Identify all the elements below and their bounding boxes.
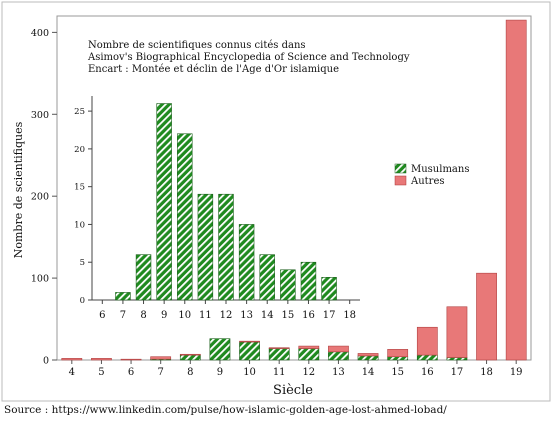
main-bar-musulmans xyxy=(328,351,349,361)
main-bar-musulmans xyxy=(416,354,438,361)
inset-bar-musulmans xyxy=(135,254,152,301)
inset-y-tick-label: 15 xyxy=(74,183,85,193)
main-x-tick-label: 9 xyxy=(217,367,223,378)
inset-bar-musulmans xyxy=(177,133,193,301)
inset-x-tick-label: 11 xyxy=(199,310,212,321)
chart-note-line-1: Nombre de scientifiques connus cités dan… xyxy=(88,40,306,51)
main-bar-musulmans xyxy=(209,338,231,361)
source-note: Source : https://www.linkedin.com/pulse/… xyxy=(4,404,447,416)
main-bar-autres xyxy=(505,19,527,361)
main-x-axis-label: Siècle xyxy=(273,383,313,398)
main-bar-autres xyxy=(268,347,290,349)
main-x-tick-label: 16 xyxy=(421,367,434,378)
inset-x-tick-label: 8 xyxy=(140,310,146,321)
inset-x-tick-label: 13 xyxy=(240,310,253,321)
chart-note-line-2: Asimov's Biographical Encyclopedia of Sc… xyxy=(87,52,410,63)
main-x-tick-label: 19 xyxy=(510,367,523,378)
main-bar-musulmans xyxy=(387,356,409,361)
inset-bar-musulmans xyxy=(218,193,234,301)
main-bar-musulmans xyxy=(357,355,379,361)
main-x-tick-label: 10 xyxy=(243,367,256,378)
main-y-tick-label: 100 xyxy=(31,274,49,285)
main-bar-musulmans xyxy=(446,357,468,361)
main-bar-musulmans xyxy=(298,348,320,361)
inset-bars xyxy=(115,103,337,301)
legend-swatch-musulmans xyxy=(394,163,407,174)
inset-x-tick-label: 9 xyxy=(161,310,167,321)
main-x-tick-label: 6 xyxy=(128,367,134,378)
main-x-tick-label: 12 xyxy=(302,367,315,378)
main-x-tick-label: 4 xyxy=(69,367,75,378)
main-x-tick-label: 5 xyxy=(98,367,104,378)
main-y-axis-label: Nombre de scientifiques xyxy=(12,121,25,258)
inset-bar-musulmans xyxy=(115,292,131,301)
main-bar-autres xyxy=(476,272,497,361)
main-x-tick-label: 11 xyxy=(273,367,286,378)
inset-x-tick-label: 17 xyxy=(323,310,336,321)
main-bar-autres xyxy=(179,353,201,356)
main-bar-autres xyxy=(446,306,468,358)
legend-label-autres: Autres xyxy=(410,176,445,187)
main-y-tick-label: 0 xyxy=(43,356,49,367)
main-x-tick-label: 7 xyxy=(158,367,164,378)
main-x-tick-label: 17 xyxy=(451,367,464,378)
inset-bar-musulmans xyxy=(280,269,296,301)
main-bar-autres xyxy=(328,345,349,353)
inset-bar-musulmans xyxy=(321,277,337,301)
main-y-tick-label: 300 xyxy=(31,110,49,121)
inset-bar-musulmans xyxy=(259,254,275,301)
inset-x-tick-label: 6 xyxy=(99,310,105,321)
inset-bar-musulmans xyxy=(197,193,214,301)
main-x-tick-label: 14 xyxy=(362,367,375,378)
main-bar-musulmans xyxy=(268,348,290,361)
inset-x-tick-label: 14 xyxy=(261,310,274,321)
figure-border xyxy=(1,1,551,402)
inset-y-tick-label: 5 xyxy=(80,258,85,268)
inset-x-tick-label: 15 xyxy=(281,310,294,321)
main-x-tick-label: 8 xyxy=(187,367,193,378)
main-bar-autres xyxy=(357,353,379,357)
legend: Musulmans Autres xyxy=(394,163,469,187)
inset-x-tick-label: 16 xyxy=(302,310,315,321)
main-bar-autres xyxy=(91,358,112,361)
inset-y-tick-label: 25 xyxy=(74,107,85,117)
main-bar-musulmans xyxy=(179,354,201,361)
main-bars xyxy=(61,19,527,361)
main-bar-autres xyxy=(416,326,438,356)
inset-x-tick-label: 18 xyxy=(343,310,356,321)
main-bar-autres xyxy=(387,349,409,358)
main-x-tick-label: 13 xyxy=(332,367,345,378)
main-bar-autres xyxy=(150,356,172,360)
inset-x-tick-label: 12 xyxy=(220,310,233,321)
main-x-tick-label: 18 xyxy=(480,367,493,378)
inset-y-tick-label: 10 xyxy=(74,220,85,230)
main-y-tick-label: 400 xyxy=(31,28,49,39)
inset-bar-musulmans xyxy=(156,103,172,301)
main-bar-musulmans xyxy=(239,341,260,361)
legend-swatch-autres xyxy=(394,175,407,186)
legend-label-musulmans: Musulmans xyxy=(411,164,469,175)
inset-bar-musulmans xyxy=(300,261,317,301)
main-bar-autres xyxy=(120,358,142,361)
inset-x-tick-label: 10 xyxy=(178,310,191,321)
main-y-tick-label: 200 xyxy=(31,192,49,203)
inset-x-tick-label: 7 xyxy=(120,310,126,321)
main-bar-autres xyxy=(298,345,320,349)
main-x-tick-label: 15 xyxy=(391,367,404,378)
inset-bar-musulmans xyxy=(238,224,255,301)
main-bar-autres xyxy=(239,340,260,343)
inset-y-tick-label: 0 xyxy=(80,296,85,306)
chart-note-line-3: Encart : Montée et déclin de l'Age d'Or … xyxy=(88,64,339,75)
inset-y-tick-label: 20 xyxy=(74,145,85,155)
main-bar-autres xyxy=(61,358,83,361)
